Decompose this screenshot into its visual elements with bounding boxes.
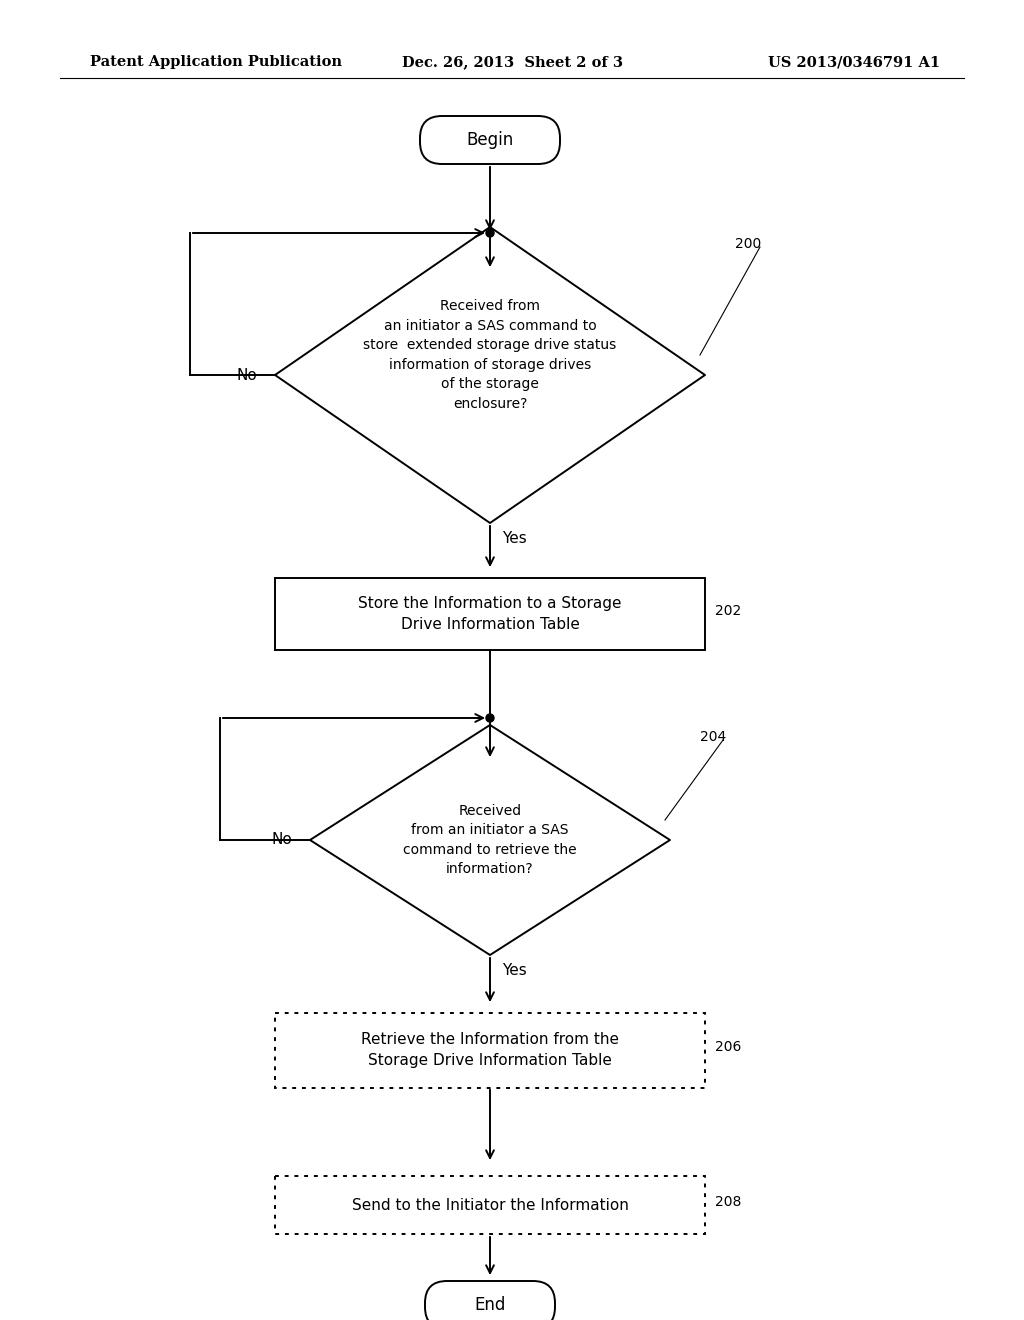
FancyBboxPatch shape [420,116,560,164]
Text: Begin: Begin [466,131,514,149]
Circle shape [486,228,494,238]
Text: Send to the Initiator the Information: Send to the Initiator the Information [351,1197,629,1213]
Text: Yes: Yes [502,531,526,546]
Text: Dec. 26, 2013  Sheet 2 of 3: Dec. 26, 2013 Sheet 2 of 3 [401,55,623,69]
Text: Received
from an initiator a SAS
command to retrieve the
information?: Received from an initiator a SAS command… [403,804,577,876]
Bar [275,1012,705,1088]
Text: Patent Application Publication: Patent Application Publication [90,55,342,69]
FancyBboxPatch shape [425,1280,555,1320]
Bar [275,578,705,649]
Text: 202: 202 [715,605,741,618]
Text: Received from
an initiator a SAS command to
store  extended storage drive status: Received from an initiator a SAS command… [364,300,616,411]
Text: Yes: Yes [502,964,526,978]
Text: 208: 208 [715,1195,741,1209]
Bar [275,1176,705,1234]
Text: No: No [271,833,292,847]
Text: End: End [474,1296,506,1313]
Circle shape [486,714,494,722]
Text: 200: 200 [735,238,761,251]
Text: Retrieve the Information from the
Storage Drive Information Table: Retrieve the Information from the Storag… [361,1032,618,1068]
Text: No: No [237,367,257,383]
Text: 204: 204 [700,730,726,744]
Text: Store the Information to a Storage
Drive Information Table: Store the Information to a Storage Drive… [358,597,622,632]
Text: US 2013/0346791 A1: US 2013/0346791 A1 [768,55,940,69]
Text: 206: 206 [715,1040,741,1053]
